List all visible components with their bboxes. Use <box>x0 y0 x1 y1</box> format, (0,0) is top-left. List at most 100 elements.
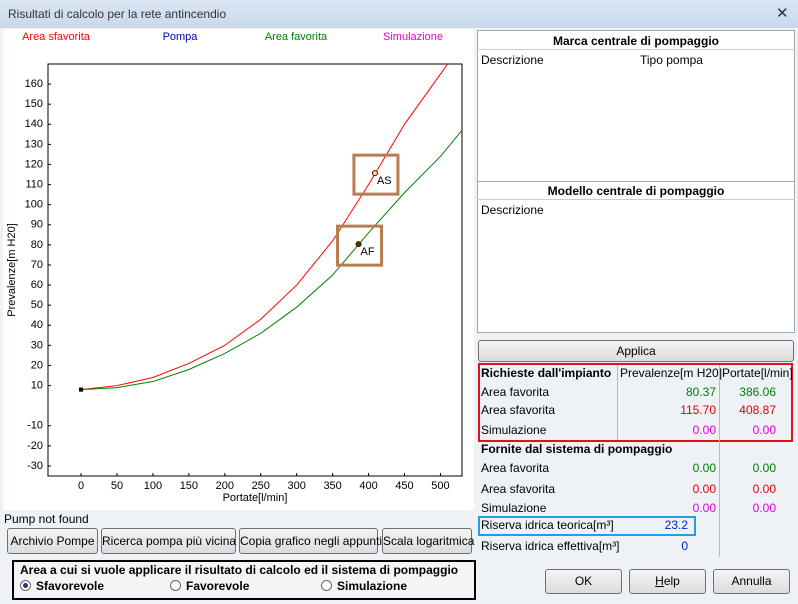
table-header: Portate[l/min] <box>722 366 793 380</box>
status-text: Pump not found <box>4 512 89 526</box>
dialog-button[interactable]: OK <box>545 569 622 594</box>
y-tick-label: 130 <box>25 138 43 150</box>
close-button[interactable]: ✕ <box>776 5 789 22</box>
separator <box>719 365 720 557</box>
table-cell: 0.00 <box>692 423 716 437</box>
table-cell: 408.87 <box>739 403 776 417</box>
highlight-box <box>478 516 696 536</box>
group-title: Area a cui si vuole applicare il risulta… <box>20 563 459 577</box>
point-label: AS <box>377 175 392 187</box>
x-tick-label: 100 <box>144 480 162 492</box>
table-cell: Area sfavorita <box>481 403 556 417</box>
x-tick-label: 400 <box>359 480 377 492</box>
tool-button[interactable]: Ricerca pompa più vicina <box>101 528 236 554</box>
radio-label[interactable]: Sfavorevole <box>36 579 105 593</box>
radio-label[interactable]: Simulazione <box>337 579 408 593</box>
table-cell: 0.00 <box>752 482 776 496</box>
x-tick-label: 350 <box>323 480 341 492</box>
y-tick-label: 70 <box>31 259 43 271</box>
separator <box>617 365 618 440</box>
point-label: AF <box>361 246 375 258</box>
column-header: Tipo pompa <box>640 53 703 67</box>
tool-button[interactable]: Archivio Pompe <box>7 528 98 554</box>
x-tick-label: 50 <box>111 480 123 492</box>
table-cell: 0.00 <box>692 501 716 515</box>
column-header: Descrizione <box>481 53 544 67</box>
table-cell: 0.00 <box>752 501 776 515</box>
x-tick-label: 450 <box>395 480 413 492</box>
radio-button[interactable] <box>170 580 181 591</box>
table-cell: Simulazione <box>481 501 547 515</box>
table-cell: Area sfavorita <box>481 482 556 496</box>
point <box>371 170 378 177</box>
y-tick-label: 50 <box>31 299 43 311</box>
x-tick-label: 200 <box>216 480 234 492</box>
radio-label[interactable]: Favorevole <box>186 579 250 593</box>
highlight-box <box>352 153 400 196</box>
x-tick-label: 0 <box>78 480 84 492</box>
x-tick-label: 500 <box>431 480 449 492</box>
table-cell: 0.00 <box>752 461 776 475</box>
y-tick-label: 160 <box>25 78 43 90</box>
y-tick-label: -30 <box>27 460 43 472</box>
x-axis-label: Portate[l/min] <box>223 492 288 504</box>
target-group <box>12 560 476 600</box>
table-cell: Area favorita <box>481 385 550 399</box>
tool-button[interactable]: Scala logaritmica <box>382 528 474 554</box>
plot-area <box>47 63 463 477</box>
y-tick-label: 30 <box>31 339 43 351</box>
table-cell: 0 <box>681 539 688 553</box>
y-tick-label: 40 <box>31 319 43 331</box>
table-cell: 386.06 <box>739 385 776 399</box>
table-cell: Simulazione <box>481 423 547 437</box>
tool-button[interactable]: Copia grafico negli appunti <box>239 528 382 554</box>
panel-title: Marca centrale di pompaggio <box>552 34 720 48</box>
legend-entry: Pompa <box>163 31 199 43</box>
table-cell: Area favorita <box>481 461 550 475</box>
legend-entry: Simulazione <box>383 31 443 43</box>
table-cell: 0.00 <box>752 423 776 437</box>
table-cell: 0.00 <box>692 461 716 475</box>
highlight-box <box>336 224 384 267</box>
y-tick-label: -20 <box>27 440 43 452</box>
panel-title: Modello centrale di pompaggio <box>547 184 725 198</box>
start-point <box>79 387 84 392</box>
y-tick-label: 140 <box>25 118 43 130</box>
y-tick-label: 100 <box>25 199 43 211</box>
y-tick-label: 120 <box>25 158 43 170</box>
dialog-button[interactable]: Annulla <box>713 569 790 594</box>
y-tick-label: 90 <box>31 219 43 231</box>
apply-button[interactable]: Applica <box>478 340 794 362</box>
y-tick-label: 20 <box>31 359 43 371</box>
x-tick-label: 250 <box>252 480 270 492</box>
chart: Area sfavorita Pompa Area favorita Simulazi… <box>3 29 474 510</box>
y-tick-label: -10 <box>27 420 43 432</box>
table-header: Richieste dall'impianto <box>481 366 612 380</box>
y-axis-label: Prevalenze[m H20] <box>6 223 18 317</box>
curve <box>81 130 463 391</box>
curve <box>81 63 449 391</box>
legend-entry: Area sfavorita <box>22 31 91 43</box>
y-tick-label: 110 <box>25 178 43 190</box>
radio-button[interactable] <box>321 580 332 591</box>
point <box>355 241 362 248</box>
model-panel <box>477 181 795 333</box>
window-title: Risultati di calcolo per la rete antince… <box>8 7 227 21</box>
y-tick-label: 10 <box>31 379 43 391</box>
y-tick-label: 150 <box>25 98 43 110</box>
x-tick-label: 150 <box>180 480 198 492</box>
table-cell: Riserva idrica effettiva[m³] <box>481 539 620 553</box>
table-cell: 80.37 <box>685 385 716 399</box>
y-tick-label: 60 <box>31 279 43 291</box>
table-cell: Riserva idrica teorica[m³] <box>481 518 614 532</box>
y-tick-label: 80 <box>31 239 43 251</box>
table-cell: 23.2 <box>664 518 688 532</box>
dialog-button[interactable]: Help <box>629 569 706 594</box>
highlight-box <box>478 363 793 442</box>
brand-panel <box>477 30 795 182</box>
legend-entry: Area favorita <box>265 31 328 43</box>
radio-button[interactable] <box>20 580 31 591</box>
x-tick-label: 300 <box>288 480 306 492</box>
table-header: Prevalenze[m H20] <box>620 366 723 380</box>
